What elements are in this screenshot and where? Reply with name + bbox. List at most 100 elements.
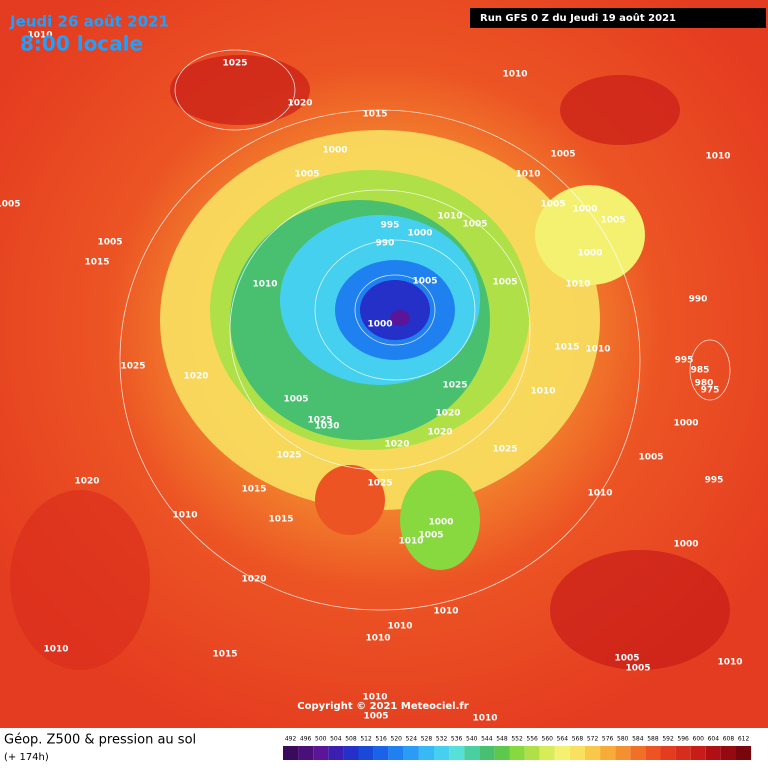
isobar-label: 990 xyxy=(689,295,708,305)
isobar-label: 1025 xyxy=(367,479,392,489)
scale-cell xyxy=(539,746,555,760)
scale-cell xyxy=(690,746,706,760)
scale-label: 576 xyxy=(602,736,614,743)
isobar-label: 1010 xyxy=(515,170,540,180)
isobar-label: 1010 xyxy=(472,714,497,724)
scale-cell xyxy=(554,746,570,760)
scale-label: 500 xyxy=(315,736,327,743)
isobar-label: 1005 xyxy=(600,216,625,226)
scale-label: 492 xyxy=(285,736,297,743)
scale-cell xyxy=(343,746,359,760)
isobar-label: 1010 xyxy=(587,489,612,499)
isobar-label: 1000 xyxy=(673,419,698,429)
scale-label: 600 xyxy=(693,736,705,743)
isobar-label: 1005 xyxy=(363,712,388,722)
scale-cell xyxy=(675,746,691,760)
isobar-label: 1030 xyxy=(314,422,339,432)
isobar-label: 1010 xyxy=(172,511,197,521)
isobar-label: 1025 xyxy=(222,59,247,69)
scale-cell xyxy=(645,746,661,760)
scale-cell xyxy=(298,746,314,760)
scale-cell xyxy=(283,746,299,760)
isobar-label: 1005 xyxy=(0,200,21,210)
scale-cell xyxy=(600,746,616,760)
scale-cell xyxy=(358,746,374,760)
isobar-label: 1000 xyxy=(322,146,347,156)
isobar-label: 985 xyxy=(691,366,710,376)
isobar-label: 980 xyxy=(695,379,714,389)
isobar-label: 1010 xyxy=(27,31,52,41)
scale-cell xyxy=(569,746,585,760)
scale-label: 592 xyxy=(662,736,674,743)
isobar-label: 1010 xyxy=(398,537,423,547)
scale-label: 548 xyxy=(496,736,508,743)
isobar-label: 1020 xyxy=(384,440,409,450)
isobar-label: 1005 xyxy=(625,664,650,674)
scale-cell xyxy=(736,746,752,760)
isobar-label: 1020 xyxy=(435,409,460,419)
scale-label: 580 xyxy=(617,736,629,743)
isobar-label: 1025 xyxy=(120,362,145,372)
height-field xyxy=(10,55,730,670)
scale-cell xyxy=(660,746,676,760)
scale-label: 508 xyxy=(345,736,357,743)
isobar-lines xyxy=(119,49,731,611)
isobar-label: 1010 xyxy=(252,280,277,290)
run-label: Run GFS 0 Z du Jeudi 19 août 2021 xyxy=(480,12,676,24)
scale-label: 584 xyxy=(632,736,644,743)
isobar-label: 1020 xyxy=(241,575,266,585)
scale-label: 552 xyxy=(511,736,523,743)
isobar-labels: 1010102510201015101010001005100510101010… xyxy=(0,31,743,724)
scale-cell xyxy=(434,746,450,760)
isobar-label: 1010 xyxy=(530,387,555,397)
scale-label: 536 xyxy=(451,736,463,743)
isobar-label: 1025 xyxy=(492,445,517,455)
isobar-label: 1000 xyxy=(572,205,597,215)
isobar-label: 1020 xyxy=(287,99,312,109)
scale-label: 516 xyxy=(375,736,387,743)
isobar-label: 1005 xyxy=(492,278,517,288)
scale-label: 524 xyxy=(406,736,418,743)
scale-label: 560 xyxy=(542,736,554,743)
scale-cell xyxy=(328,746,344,760)
footer-lead: (+ 174h) xyxy=(4,752,49,763)
isobar-label: 1005 xyxy=(540,200,565,210)
scale-label: 596 xyxy=(677,736,689,743)
isobar-label: 1005 xyxy=(294,170,319,180)
isobar-label: 1015 xyxy=(241,485,266,495)
scale-label: 496 xyxy=(300,736,312,743)
footer-title: Géop. Z500 & pression au sol xyxy=(4,733,196,748)
isobar-label: 1015 xyxy=(554,343,579,353)
isobar-label: 1010 xyxy=(437,212,462,222)
isobar-label: 1020 xyxy=(183,372,208,382)
isobar-label: 1010 xyxy=(585,345,610,355)
isobar-label: 1000 xyxy=(407,229,432,239)
scale-cell xyxy=(720,746,736,760)
isobar-label: 1010 xyxy=(43,645,68,655)
scale-cell xyxy=(373,746,389,760)
isobar-label: 1010 xyxy=(387,622,412,632)
color-scale: 492 496 500 504 508 512 516 520 524 528 532 536 540 5… xyxy=(283,736,752,760)
scale-label: 520 xyxy=(391,736,403,743)
isobar-label: 1010 xyxy=(717,658,742,668)
isobar-label: 1025 xyxy=(307,416,332,426)
scale-cell xyxy=(418,746,434,760)
scale-cell xyxy=(585,746,601,760)
isobar-label: 1005 xyxy=(97,238,122,248)
isobar-label: 1005 xyxy=(550,150,575,160)
isobar-label: 1000 xyxy=(367,320,392,330)
scale-label: 528 xyxy=(421,736,433,743)
scale-cell xyxy=(509,746,525,760)
scale-label: 608 xyxy=(723,736,735,743)
scale-cell xyxy=(388,746,404,760)
scale-label: 612 xyxy=(738,736,750,743)
isobar-label: 1015 xyxy=(212,650,237,660)
isobar-label: 1010 xyxy=(705,152,730,162)
scale-cell xyxy=(524,746,540,760)
isobar-label: 990 xyxy=(376,239,395,249)
isobar-label: 1000 xyxy=(428,518,453,528)
isobar-label: 1000 xyxy=(673,540,698,550)
scale-cell xyxy=(630,746,646,760)
isobar-label: 1010 xyxy=(433,607,458,617)
